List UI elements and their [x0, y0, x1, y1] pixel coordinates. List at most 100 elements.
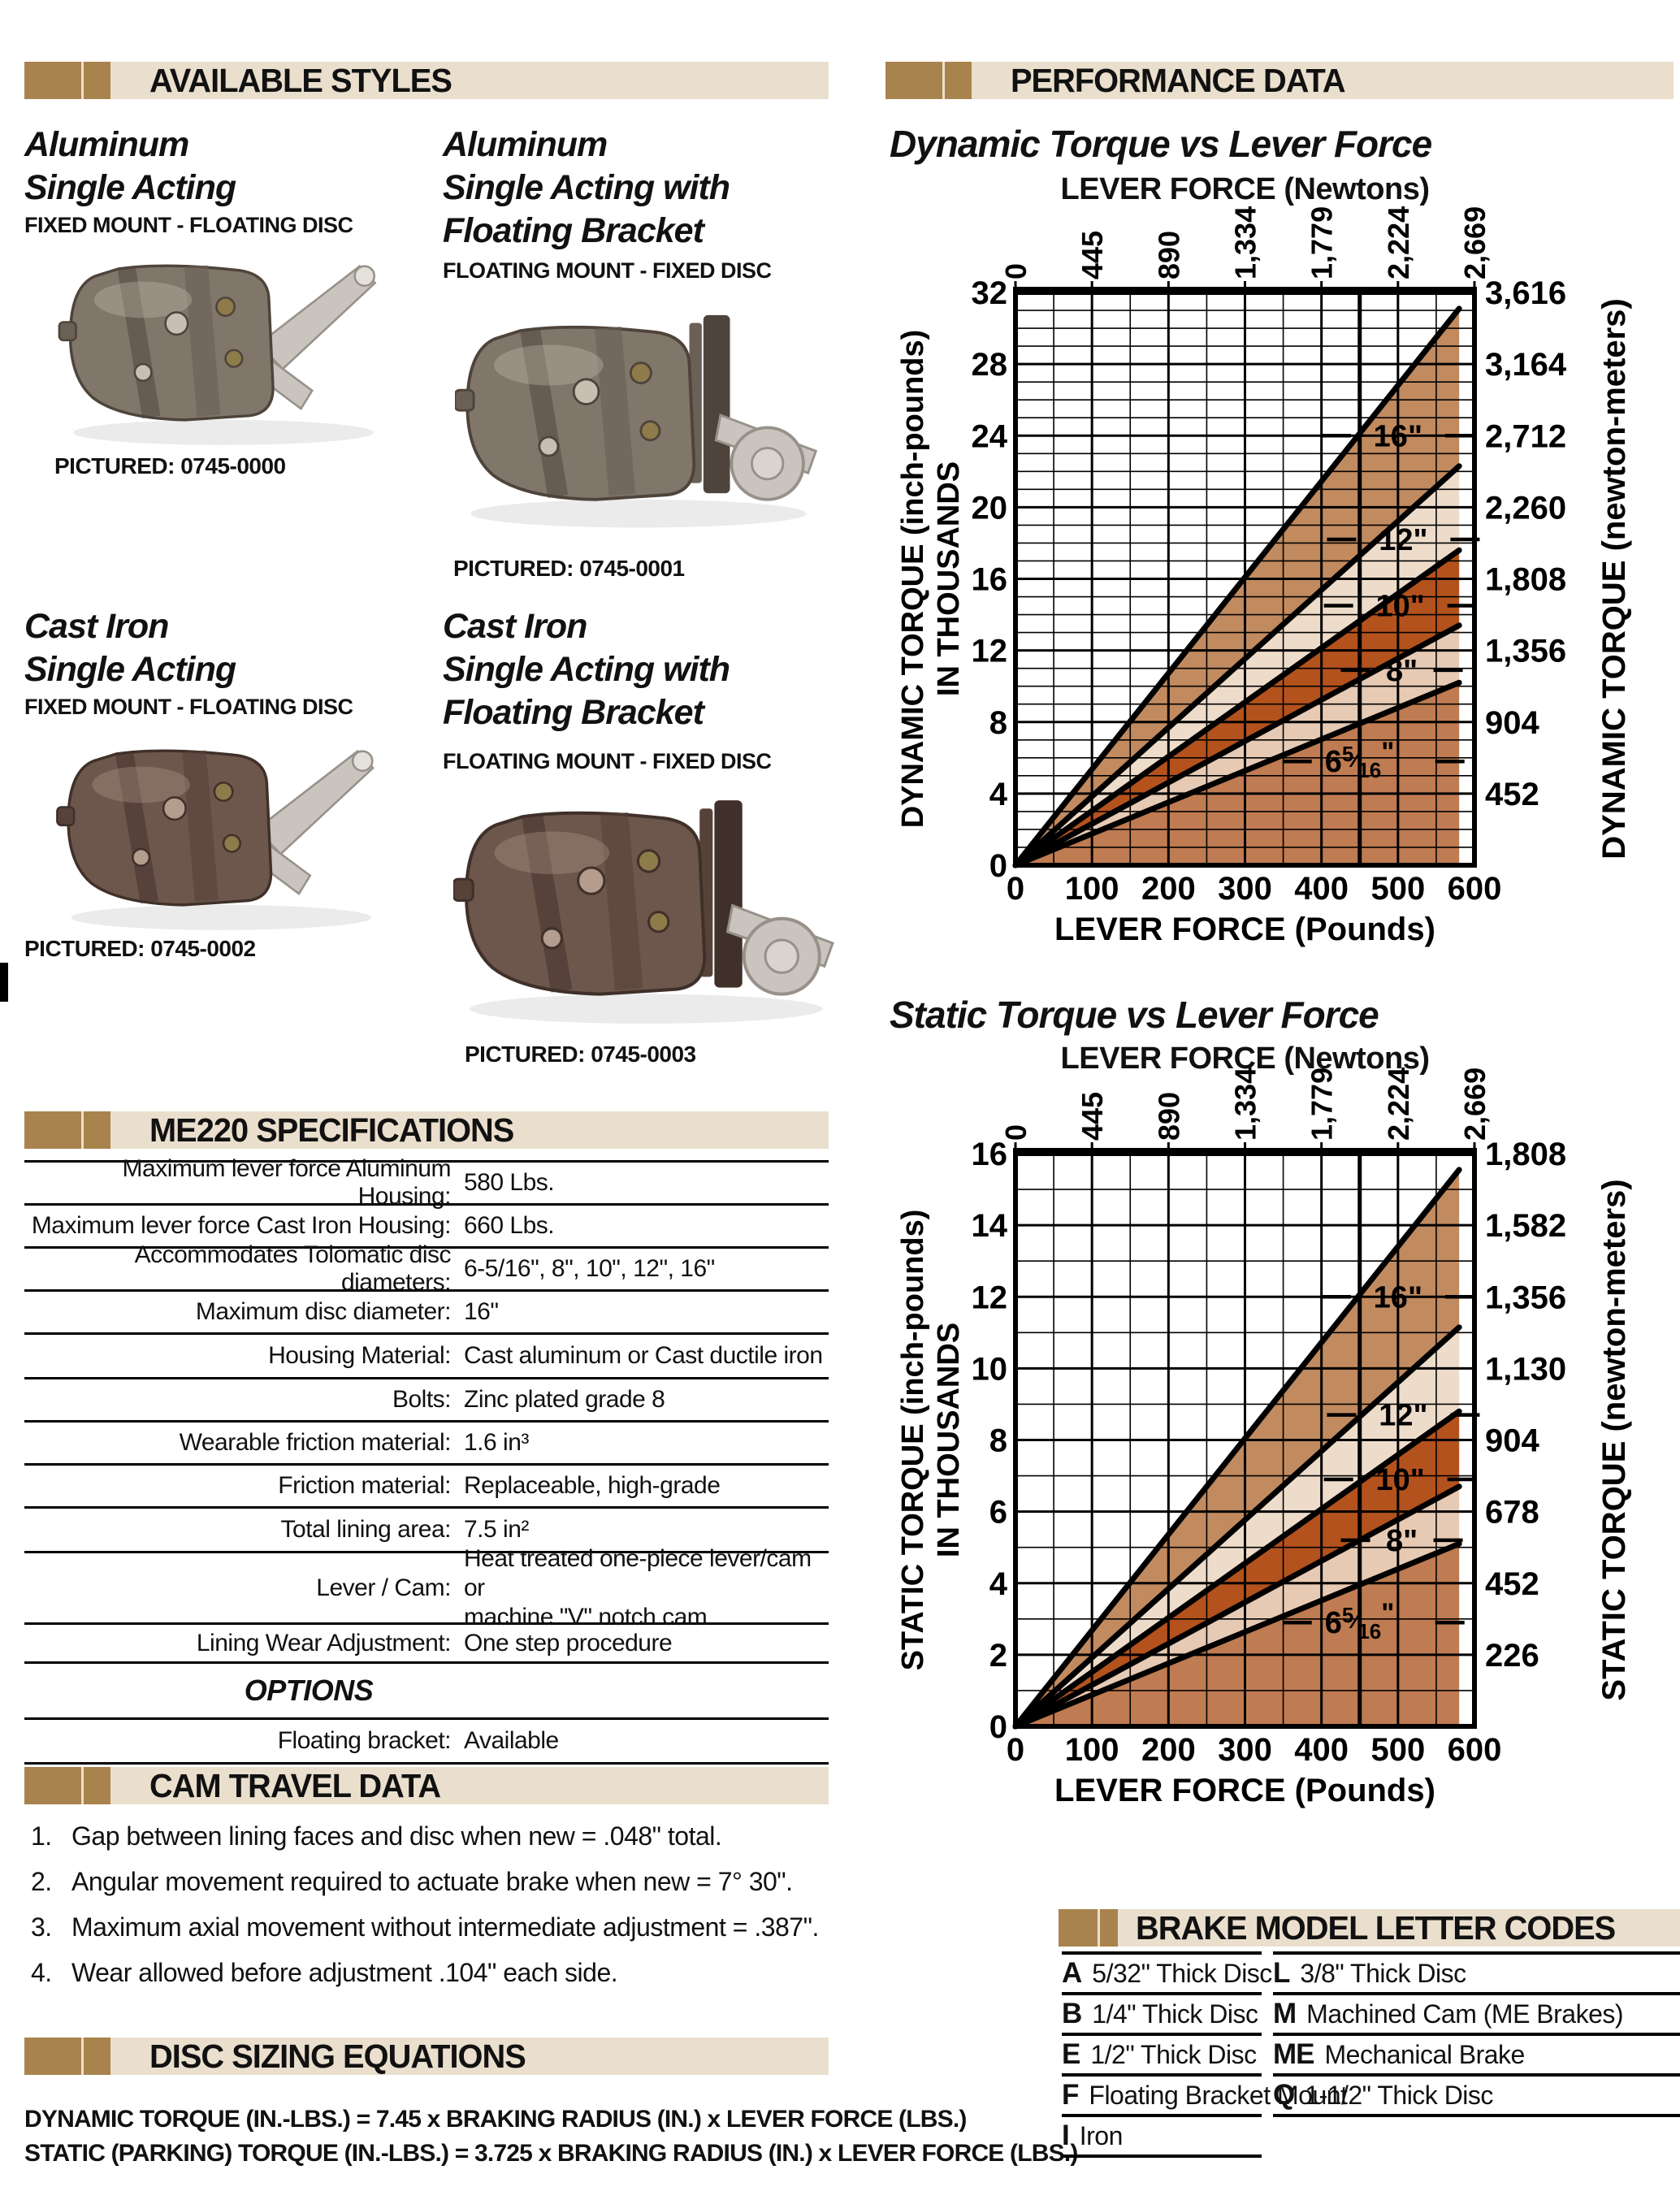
brake-code-row: L 3/8" Thick Disc [1273, 1951, 1680, 1992]
spec-value: 660 Lbs. [464, 1212, 555, 1239]
svg-text:226: 226 [1485, 1638, 1539, 1674]
spec-row: Lining Wear Adjustment: One step procedur… [24, 1622, 829, 1661]
spec-value: One step procedure [464, 1629, 673, 1656]
available-styles-header: AVAILABLE STYLES [24, 62, 829, 99]
cam-travel-item: 4. Wear allowed before adjustment .104" e… [31, 1958, 835, 2003]
svg-text:2,712: 2,712 [1485, 418, 1566, 454]
svg-text:300: 300 [1218, 871, 1272, 907]
gold-square-icon [24, 1111, 81, 1149]
item-number: 1. [31, 1821, 52, 1851]
gold-square-icon [1100, 1909, 1118, 1947]
svg-text:1,808: 1,808 [1485, 562, 1566, 598]
dynamic-chart-title: Dynamic Torque vs Lever Force [890, 123, 1432, 165]
spec-label: Floating bracket: [277, 1727, 452, 1754]
specifications-header: ME220 SPECIFICATIONS [24, 1111, 829, 1149]
brake-code-letter: Q [1273, 2079, 1295, 2111]
brake-code-letter: M [1273, 1998, 1297, 2029]
svg-text:1,356: 1,356 [1485, 634, 1566, 669]
item-text: Angular movement required to actuate bra… [71, 1867, 793, 1896]
static-chart-title: Static Torque vs Lever Force [890, 994, 1379, 1036]
item-number: 4. [31, 1958, 52, 1987]
gold-square-icon [84, 1111, 110, 1149]
spec-value: Cast aluminum or Cast ductile iron [464, 1342, 823, 1369]
product-title: Aluminum Single Acting with Floating Brack… [443, 125, 730, 250]
product-mount-subtitle: FLOATING MOUNT - FIXED DISC [443, 258, 772, 283]
product-photo [455, 314, 818, 528]
spec-value: 16" [464, 1298, 499, 1325]
product-caption: PICTURED: 0745-0000 [54, 453, 286, 479]
brake-code-description: 3/8" Thick Disc [1300, 1958, 1466, 1988]
svg-text:300: 300 [1218, 1732, 1272, 1768]
spec-row: Floating bracket: Available [24, 1717, 829, 1762]
section-title: CAM TRAVEL DATA [149, 1766, 441, 1804]
svg-text:12: 12 [972, 1280, 1008, 1315]
spec-value: Heat treated one-piece lever/cam or machi… [464, 1544, 812, 1631]
svg-text:890: 890 [1152, 1092, 1185, 1141]
svg-text:12": 12" [1379, 1399, 1427, 1433]
brake-code-description: Mechanical Brake [1324, 2039, 1526, 2069]
spec-label: Wearable friction material: [179, 1429, 452, 1456]
spec-row: Lever / Cam: Heat treated one-piece lever… [24, 1545, 829, 1631]
product-photo [56, 749, 375, 930]
gold-square-icon [84, 2038, 110, 2075]
gold-square-icon [945, 62, 972, 99]
brake-code-letter: I [1062, 2120, 1070, 2151]
static-torque-chart: 16"12"10"8"65⁄16"0 445 890 1,334 1,779 2,224 2… [896, 1068, 1632, 1808]
spec-value: 6-5/16", 8", 10", 12", 16" [464, 1255, 715, 1282]
spec-value: 7.5 in² [464, 1516, 529, 1543]
svg-text:0: 0 [1007, 1732, 1024, 1768]
product-caption: PICTURED: 0745-0002 [24, 936, 256, 961]
brake-code-description: 5/32" Thick Disc [1092, 1958, 1272, 1988]
brake-code-row: A 5/32" Thick Disc [1062, 1951, 1272, 1992]
svg-text:904: 904 [1485, 1423, 1539, 1459]
svg-text:890: 890 [1152, 231, 1185, 279]
spec-row: Bolts: Zinc plated grade 8 [24, 1377, 829, 1420]
svg-text:0: 0 [999, 263, 1033, 279]
svg-text:1,130: 1,130 [1485, 1351, 1566, 1387]
brake-codes-header: BRAKE MODEL LETTER CODES [1059, 1909, 1680, 1947]
svg-text:400: 400 [1294, 1732, 1349, 1768]
svg-text:400: 400 [1294, 871, 1349, 907]
svg-text:10": 10" [1376, 1463, 1425, 1497]
gold-square-icon [1059, 1909, 1098, 1947]
svg-text:1,356: 1,356 [1485, 1280, 1566, 1315]
item-text: Maximum axial movement without intermedi… [71, 1912, 819, 1942]
svg-text:IN THOUSANDS: IN THOUSANDS [932, 1323, 966, 1557]
brake-code-letter: E [1062, 2038, 1080, 2070]
spec-value: Available [464, 1727, 559, 1754]
item-text: Gap between lining faces and disc when n… [71, 1821, 722, 1851]
gold-square-icon [24, 1767, 81, 1804]
svg-text:10": 10" [1376, 590, 1425, 624]
section-title: BRAKE MODEL LETTER CODES [1136, 1908, 1616, 1947]
gold-square-icon [885, 62, 942, 99]
section-title: PERFORMANCE DATA [1011, 61, 1346, 99]
svg-text:0: 0 [1007, 871, 1024, 907]
svg-text:1,334: 1,334 [1229, 206, 1262, 279]
svg-text:3,616: 3,616 [1485, 275, 1566, 311]
svg-text:10: 10 [972, 1351, 1008, 1387]
item-number: 2. [31, 1867, 52, 1896]
dynamic-torque-equation: DYNAMIC TORQUE (IN.-LBS.) = 7.45 x BRAKI… [24, 2106, 967, 2133]
gold-square-icon [24, 62, 81, 99]
spec-row: Maximum disc diameter: 16" [24, 1289, 829, 1332]
spec-row: Wearable friction material: 1.6 in³ [24, 1420, 829, 1463]
svg-text:600: 600 [1448, 1732, 1502, 1768]
svg-text:STATIC TORQUE (newton-meters): STATIC TORQUE (newton-meters) [1596, 1179, 1632, 1700]
svg-text:DYNAMIC TORQUE (newton-meters): DYNAMIC TORQUE (newton-meters) [1596, 298, 1632, 859]
svg-text:8: 8 [989, 705, 1007, 741]
svg-text:8: 8 [989, 1423, 1007, 1459]
svg-text:2,260: 2,260 [1485, 490, 1566, 526]
svg-text:16": 16" [1374, 1280, 1422, 1314]
spec-row: Housing Material: Cast aluminum or Cast d… [24, 1332, 829, 1377]
brake-code-row: ME Mechanical Brake [1273, 2033, 1680, 2073]
svg-text:28: 28 [972, 347, 1008, 383]
svg-text:452: 452 [1485, 1566, 1539, 1602]
spec-label: Housing Material: [268, 1342, 451, 1369]
svg-text:500: 500 [1370, 871, 1425, 907]
svg-text:16: 16 [972, 1137, 1008, 1172]
svg-text:2: 2 [989, 1638, 1007, 1674]
brake-code-row: E 1/2" Thick Disc [1062, 2033, 1262, 2073]
svg-text:445: 445 [1076, 1092, 1109, 1141]
svg-text:20: 20 [972, 490, 1008, 526]
